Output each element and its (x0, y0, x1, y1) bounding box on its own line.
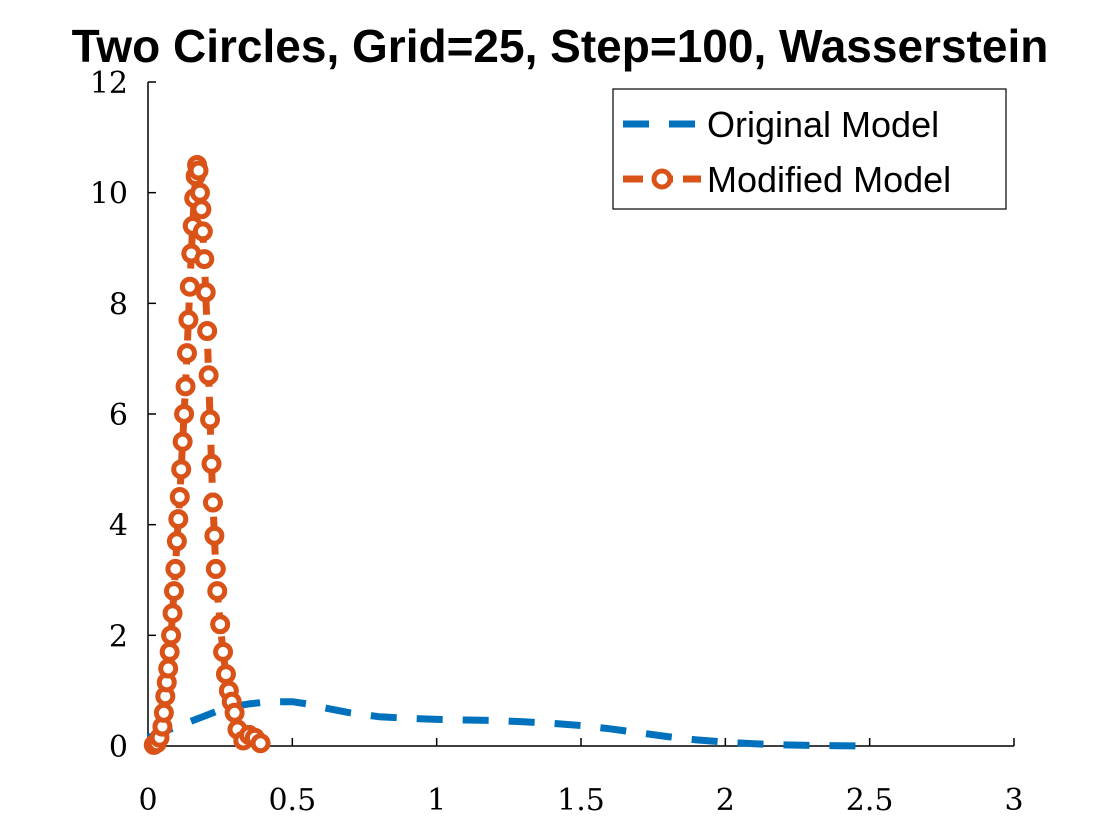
legend-label: Original Model (707, 104, 939, 145)
series-layer (143, 155, 870, 755)
y-tick-label: 4 (109, 509, 128, 544)
data-point (195, 282, 216, 303)
data-point (189, 182, 210, 203)
y-tick-label: 10 (90, 177, 128, 212)
data-point (213, 641, 234, 662)
data-point (159, 641, 180, 662)
x-tick-label: 2.5 (846, 783, 894, 818)
data-point (202, 492, 223, 513)
data-point (224, 702, 245, 723)
x-tick-label: 1.5 (557, 783, 605, 818)
legend: Original Model Modified Model (612, 88, 1007, 210)
data-point (204, 525, 225, 546)
legend-item: Original Model (623, 104, 939, 145)
data-point (174, 404, 195, 424)
data-point (168, 509, 189, 530)
axes: 0 0.5 1 1.5 2 2.5 3 0 2 4 6 8 10 12 (90, 66, 1024, 818)
data-point (171, 459, 192, 480)
x-tick-label: 0.5 (268, 783, 316, 818)
x-tick-label: 2 (716, 783, 735, 818)
data-point (207, 581, 228, 602)
data-point (205, 558, 226, 579)
data-point (158, 658, 179, 679)
series-line (146, 698, 870, 750)
data-point (188, 160, 209, 181)
x-tick-label: 3 (1004, 783, 1023, 818)
data-point (163, 581, 184, 602)
y-tick-label: 6 (109, 398, 128, 433)
data-point (197, 321, 218, 341)
data-point (172, 431, 193, 452)
data-point (178, 309, 199, 330)
y-tick-label: 12 (90, 66, 128, 101)
data-point (169, 487, 190, 507)
data-point (201, 453, 222, 474)
x-tick-label: 1 (427, 783, 446, 818)
legend-label: Modified Model (707, 159, 951, 200)
series-modified-model (143, 155, 271, 755)
data-point (161, 625, 182, 646)
data-point (166, 531, 187, 552)
data-point (153, 702, 174, 723)
legend-item: Modified Model (623, 159, 951, 200)
data-point (192, 221, 213, 242)
legend-box (612, 88, 1007, 210)
data-point (175, 376, 196, 397)
x-tick-label: 0 (138, 783, 157, 818)
series-original-model (146, 698, 870, 750)
data-point (179, 276, 200, 297)
data-point (194, 249, 215, 270)
legend-marker (651, 168, 673, 190)
data-point (215, 664, 236, 685)
data-point (210, 614, 231, 635)
data-point (191, 199, 212, 220)
y-tick-label: 8 (109, 287, 128, 322)
data-point (165, 558, 186, 579)
data-point (250, 733, 271, 754)
chart-title: Two Circles, Grid=25, Step=100, Wasserst… (72, 20, 1049, 72)
y-tick-label: 2 (109, 619, 128, 654)
data-point (200, 409, 221, 430)
data-point (162, 603, 183, 624)
data-point (198, 365, 219, 386)
y-tick-label: 0 (109, 730, 128, 765)
data-point (176, 343, 197, 364)
